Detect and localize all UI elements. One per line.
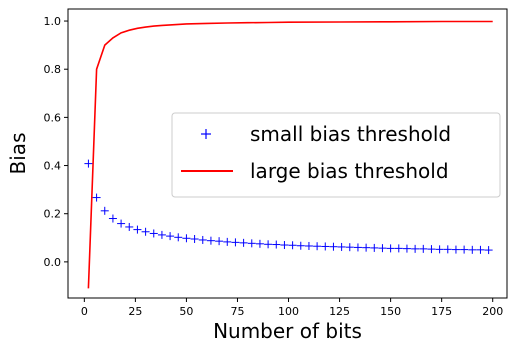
legend-handle-small-bias <box>201 129 211 139</box>
small-bias-point <box>133 225 142 234</box>
small-bias-point <box>84 159 93 168</box>
small-bias-point <box>288 241 297 250</box>
small-bias-point <box>149 229 158 238</box>
x-tick-label: 200 <box>482 305 503 318</box>
small-bias-point <box>353 243 362 252</box>
small-bias-point <box>345 243 354 252</box>
x-axis-label: Number of bits <box>213 319 362 343</box>
small-bias-point <box>190 234 199 243</box>
small-bias-point <box>100 206 109 215</box>
small-bias-point <box>427 245 436 254</box>
small-bias-point <box>394 244 403 253</box>
small-bias-point <box>125 222 134 231</box>
x-tick-label: 75 <box>230 305 244 318</box>
legend-box <box>171 112 501 198</box>
small-bias-point <box>141 227 150 236</box>
small-bias-point <box>280 241 289 250</box>
x-tick-label: 0 <box>81 305 88 318</box>
y-tick-label: 0.4 <box>44 160 62 173</box>
y-axis-label: Bias <box>6 133 30 175</box>
small-bias-point <box>255 239 264 248</box>
small-bias-point <box>337 242 346 251</box>
x-tick-label: 150 <box>380 305 401 318</box>
small-bias-point <box>215 237 224 246</box>
x-tick-label: 50 <box>179 305 193 318</box>
x-tick-label: 125 <box>329 305 350 318</box>
small-bias-point <box>231 238 240 247</box>
legend-label-large-bias: large bias threshold <box>250 159 449 183</box>
y-tick-label: 0.0 <box>44 256 62 269</box>
y-tick-label: 0.8 <box>44 63 62 76</box>
small-bias-point <box>460 245 469 254</box>
small-bias-point <box>419 244 428 253</box>
small-bias-point <box>362 243 371 252</box>
small-bias-point <box>264 240 273 249</box>
small-bias-point <box>451 245 460 254</box>
y-tick-label: 1.0 <box>44 15 62 28</box>
small-bias-point <box>247 239 256 248</box>
small-bias-point <box>239 238 248 247</box>
small-bias-point <box>321 242 330 251</box>
y-tick-label: 0.2 <box>44 208 62 221</box>
small-bias-point <box>476 245 485 254</box>
small-bias-point <box>304 241 313 250</box>
large-bias-line <box>87 20 493 289</box>
small-bias-point <box>443 245 452 254</box>
small-bias-point <box>402 244 411 253</box>
small-bias-point <box>272 240 281 249</box>
small-bias-point <box>313 242 322 251</box>
small-bias-point <box>174 233 183 242</box>
small-bias-point <box>206 236 215 245</box>
small-bias-point <box>468 245 477 254</box>
x-tick-label: 100 <box>278 305 299 318</box>
small-bias-point <box>378 244 387 253</box>
small-bias-point <box>329 242 338 251</box>
small-bias-point <box>296 241 305 250</box>
small-bias-point <box>386 244 395 253</box>
legend-label-small-bias: small bias threshold <box>250 122 451 146</box>
axes-frame <box>67 8 508 299</box>
small-bias-point <box>223 237 232 246</box>
small-bias-point <box>182 234 191 243</box>
small-bias-point <box>108 214 117 223</box>
small-bias-point <box>117 219 126 228</box>
x-tick-label: 175 <box>431 305 452 318</box>
small-bias-point <box>435 245 444 254</box>
small-bias-point <box>157 230 166 239</box>
small-bias-point <box>370 243 379 252</box>
small-bias-point <box>484 246 493 255</box>
x-tick-label: 25 <box>128 305 142 318</box>
y-tick-label: 0.6 <box>44 111 62 124</box>
small-bias-point <box>92 193 101 202</box>
legend: small bias threshold large bias threshol… <box>171 112 501 198</box>
small-bias-point <box>166 232 175 241</box>
small-bias-point <box>198 235 207 244</box>
small-bias-point <box>411 244 420 253</box>
